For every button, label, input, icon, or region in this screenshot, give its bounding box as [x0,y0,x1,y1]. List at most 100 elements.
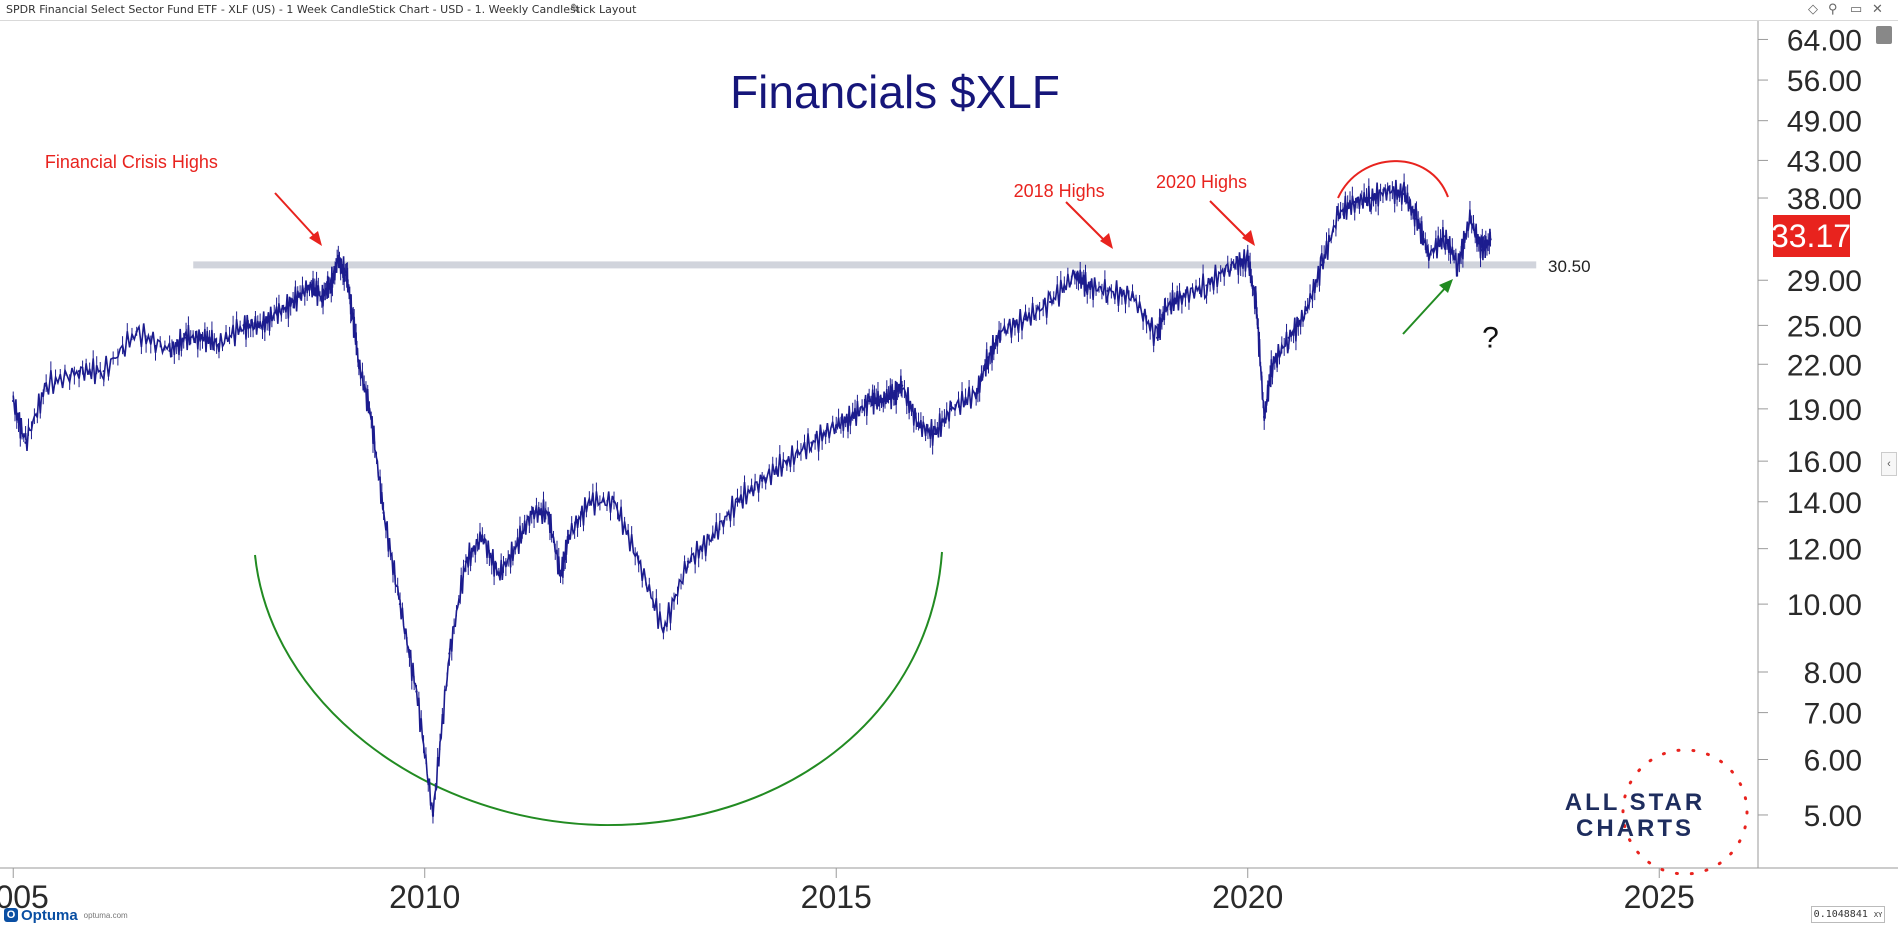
y-tick-label: 19.00 [1787,394,1862,427]
price-point [810,441,813,444]
price-point [917,424,920,427]
annotation-label: ? [1482,322,1499,355]
rounding-bottom-arc [254,551,943,827]
price-point [1262,415,1266,419]
price-point [1180,295,1184,298]
price-point [559,573,562,577]
price-point [530,511,533,515]
y-tick-label: 5.00 [1804,800,1862,833]
price-point [1086,284,1089,287]
price-point [662,628,665,631]
optuma-url: optuma.com [83,910,128,920]
price-point [1205,284,1208,287]
price-point [760,479,764,482]
y-tick-label: 7.00 [1804,698,1862,731]
window-icon[interactable]: ▭ [1850,1,1863,16]
annotation-label: Financial Crisis Highs [45,152,218,172]
pin-icon[interactable]: ⚲ [1828,1,1838,16]
price-point [867,399,871,403]
price-point [12,399,15,403]
price-point [382,511,385,515]
price-point [1156,336,1159,340]
price-point [1230,263,1233,267]
price-point [291,300,295,304]
price-point [1320,263,1324,267]
all-star-charts-logo: ALL STAR CHARTS [1565,748,1749,876]
price-point [1246,258,1249,262]
y-tick-label: 29.00 [1787,265,1862,298]
price-point [1402,192,1406,196]
price-point [77,370,81,373]
price-point [1427,253,1430,257]
y-tick-label: 38.00 [1787,183,1862,216]
arrow-head-financial-crisis [309,231,322,246]
y-tick-label: 12.00 [1787,534,1862,567]
price-point [415,690,418,693]
price-point [357,363,361,366]
arrow-head-2020 [1242,230,1255,246]
last-price-label: 33.17 [1771,218,1851,254]
resistance-band [193,261,1537,269]
price-point [1287,336,1291,340]
price-point [370,415,373,419]
price-point [1353,200,1356,204]
price-point [546,511,550,515]
price-point [102,370,105,373]
price-point [785,459,789,463]
resistance-label: 30.50 [1548,257,1591,276]
y-tick-label: 16.00 [1787,446,1862,479]
chart-title: Financials $XLF [730,66,1060,118]
price-point [1369,196,1373,200]
price-point [1024,318,1027,321]
price-point [168,349,171,352]
price-point [880,399,883,403]
brand-line2: CHARTS [1576,815,1694,842]
chart-header-bar: SPDR Financial Select Sector Fund ETF - … [0,0,1898,21]
arrow-green [1402,285,1448,335]
optuma-logo-icon: O [4,908,18,922]
top-arc [1337,160,1449,199]
x-tick-label: 2015 [801,879,872,915]
price-point [851,415,854,419]
price-point [987,356,990,359]
price-point [351,312,354,315]
arrow-2018 [1065,201,1109,245]
price-point [135,330,138,333]
y-tick-label: 56.00 [1787,65,1862,98]
price-point [1106,289,1110,293]
optuma-logo[interactable]: O Optuma optuma.com [4,904,128,926]
brand-line1: ALL STAR [1565,789,1705,816]
price-point [1386,188,1389,192]
price-point [1456,263,1459,267]
price-point [345,273,348,277]
price-point [637,560,640,563]
price-point [275,312,278,315]
price-point [1049,300,1052,304]
price-point [686,560,690,563]
price-point [398,602,402,606]
price-point [974,392,978,395]
optuma-logo-word: Optuma [21,906,78,924]
close-icon[interactable]: ✕ [1872,1,1883,16]
price-point [217,343,221,346]
edit-icon[interactable]: ✎ [570,1,581,16]
price-point [567,535,570,538]
y-tick-label: 6.00 [1804,745,1862,778]
price-point [892,392,896,395]
arrow-2020 [1209,200,1251,242]
last-price-tag [1773,215,1850,257]
price-point [1489,238,1492,241]
price-point [736,500,739,503]
price-point [481,535,484,538]
price-point [1164,306,1167,309]
annotation-label: 2018 Highs [1014,181,1105,201]
price-point [337,258,340,262]
diamond-icon[interactable]: ◇ [1808,1,1818,16]
y-tick-label: 25.00 [1787,310,1862,343]
price-point [1271,363,1274,366]
x-tick-label: 2025 [1624,879,1695,915]
price-point [1481,249,1484,252]
collapse-panel-button[interactable]: ‹ [1881,452,1897,476]
lock-icon [1876,26,1892,44]
price-point [308,284,311,287]
